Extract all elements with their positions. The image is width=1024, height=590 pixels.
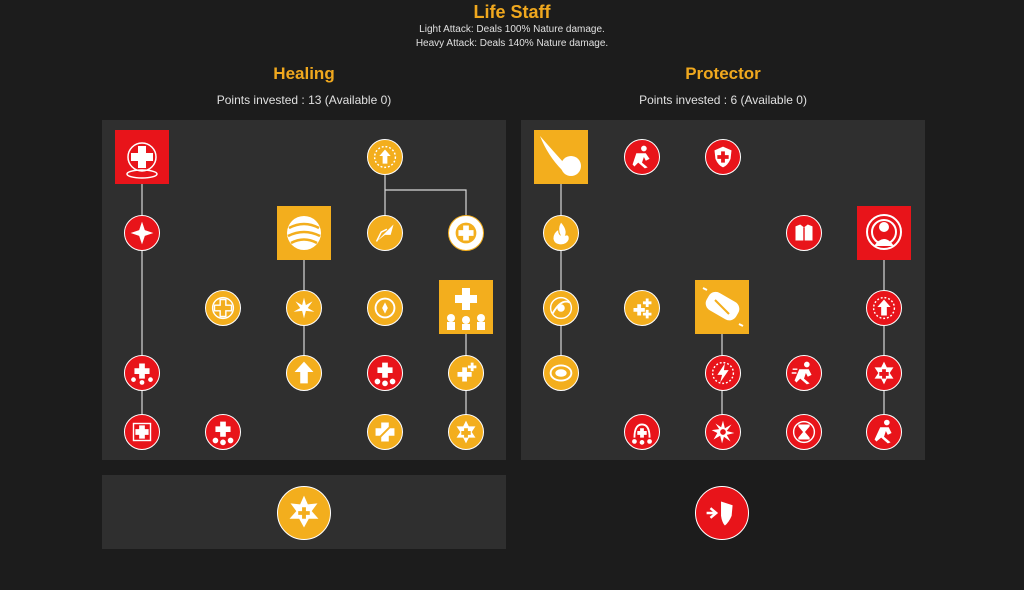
orb-of-protection-skill-icon[interactable] bbox=[277, 206, 331, 260]
protector-ultimate-skill-icon[interactable] bbox=[695, 486, 749, 540]
revitalizing-cross-skill-icon[interactable] bbox=[205, 290, 241, 326]
blessed-group-skill-icon[interactable] bbox=[367, 355, 403, 391]
sacred-ground-skill-icon[interactable] bbox=[115, 130, 169, 184]
cleansing-aura-skill-icon[interactable] bbox=[866, 355, 902, 391]
holy-boon-skill-icon[interactable] bbox=[448, 414, 484, 450]
blessed-restoration-skill-icon[interactable] bbox=[624, 290, 660, 326]
beacon-skill-icon[interactable] bbox=[448, 215, 484, 251]
light-attack-description: Light Attack: Deals 100% Nature damage. bbox=[419, 24, 605, 35]
protector-points-invested: Points invested : 6 (Available 0) bbox=[639, 93, 807, 107]
shielded-skill-icon[interactable] bbox=[705, 139, 741, 175]
invigorating-flame-skill-icon[interactable] bbox=[543, 215, 579, 251]
rapid-strike-skill-icon[interactable] bbox=[705, 355, 741, 391]
orbit-skill-icon[interactable] bbox=[543, 290, 579, 326]
beacon-of-light-skill-icon[interactable] bbox=[695, 280, 749, 334]
purifying-cross-skill-icon[interactable] bbox=[367, 414, 403, 450]
lights-embrace-skill-icon[interactable] bbox=[367, 139, 403, 175]
sanctuary-skill-icon[interactable] bbox=[857, 206, 911, 260]
hourglass-skill-icon[interactable] bbox=[786, 414, 822, 450]
healing-group-skill-icon[interactable] bbox=[124, 355, 160, 391]
fleet-footed-skill-icon[interactable] bbox=[786, 355, 822, 391]
protected-runner-skill-icon[interactable] bbox=[624, 139, 660, 175]
sacred-touch-skill-icon[interactable] bbox=[124, 215, 160, 251]
light-bearer-skill-icon[interactable] bbox=[534, 130, 588, 184]
mending-touch-skill-icon[interactable] bbox=[448, 355, 484, 391]
protective-ward-skill-icon[interactable] bbox=[624, 414, 660, 450]
protector-tree-title: Protector bbox=[685, 64, 761, 83]
sprinter-skill-icon[interactable] bbox=[866, 414, 902, 450]
empowered-growth-skill-icon[interactable] bbox=[286, 355, 322, 391]
healing-points-invested: Points invested : 13 (Available 0) bbox=[216, 93, 392, 107]
sacred-disc-skill-icon[interactable] bbox=[543, 355, 579, 391]
heavy-attack-description: Heavy Attack: Deals 140% Nature damage. bbox=[415, 38, 609, 49]
healing-ultimate-skill-icon[interactable] bbox=[277, 486, 331, 540]
healing-tree-title: Healing bbox=[273, 64, 335, 83]
empowered-support-skill-icon[interactable] bbox=[866, 290, 902, 326]
divine-blessing-skill-icon[interactable] bbox=[439, 280, 493, 334]
nature-burst-skill-icon[interactable] bbox=[286, 290, 322, 326]
healing-cross-skill-icon[interactable] bbox=[124, 414, 160, 450]
weapon-title: Life Staff bbox=[473, 2, 551, 22]
divine-embrace-skill-icon[interactable] bbox=[367, 290, 403, 326]
splash-of-light-skill-icon[interactable] bbox=[367, 215, 403, 251]
radiant-burst-skill-icon[interactable] bbox=[705, 414, 741, 450]
fortify-armor-skill-icon[interactable] bbox=[786, 215, 822, 251]
blissful-group-skill-icon[interactable] bbox=[205, 414, 241, 450]
